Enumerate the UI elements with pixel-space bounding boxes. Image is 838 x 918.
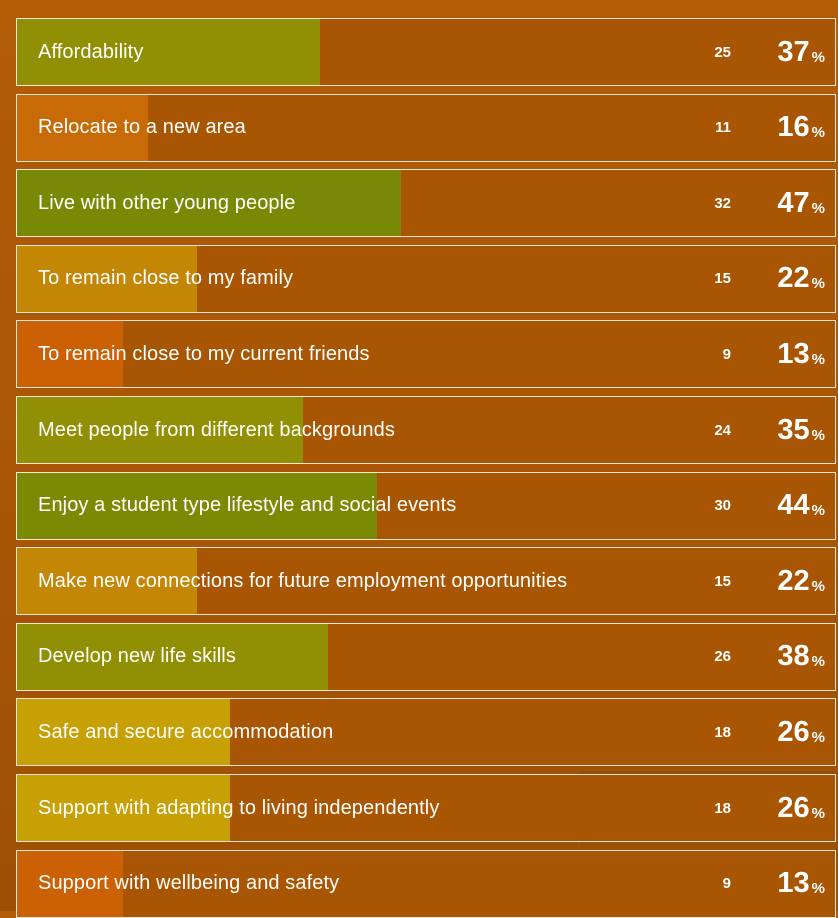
bar [17,548,197,615]
percentage-label: 22% [777,548,825,614]
percentage-sign: % [811,48,825,66]
percentage-sign: % [811,426,825,444]
percentage-label: 22% [777,246,825,312]
percentage-value: 22 [777,262,810,295]
count-label: 9 [722,875,731,893]
percentage-sign: % [811,728,825,746]
count-label: 25 [714,43,731,61]
chart-row: Affordability 25 37% [16,18,836,86]
category-label: Make new connections for future employme… [38,569,568,592]
percentage-label: 26% [777,775,825,841]
percentage-label: 26% [777,699,825,765]
chart-row: Enjoy a student type lifestyle and socia… [16,471,836,540]
percentage-sign: % [811,199,825,217]
count-label: 9 [722,345,731,363]
bar [17,850,124,917]
percentage-sign: % [811,653,825,671]
percentage-sign: % [811,502,825,520]
bar [17,321,124,388]
survey-results-chart: Affordability 25 37% Relocate to a new area… [16,18,838,918]
count-label: 15 [714,270,731,288]
category-label: Affordability [38,40,144,63]
percentage-label: 16% [777,95,825,161]
bar [17,397,304,463]
count-label: 32 [714,194,731,212]
bar [17,699,230,766]
chart-row: To remain close to my family 15 22% [16,244,836,313]
percentage-value: 26 [777,715,810,748]
percentage-label: 38% [777,624,825,690]
category-label: Develop new life skills [38,645,236,668]
percentage-sign: % [811,350,825,368]
percentage-value: 37 [777,35,810,68]
percentage-value: 26 [777,791,810,824]
percentage-label: 37% [777,19,825,85]
percentage-label: 35% [777,397,825,463]
percentage-label: 13% [777,851,825,917]
percentage-sign: % [811,275,825,293]
chart-row: Safe and secure accommodation 18 26% [16,698,836,767]
category-label: Enjoy a student type lifestyle and socia… [38,494,457,517]
count-label: 30 [714,497,731,515]
percentage-label: 47% [777,170,825,236]
count-label: 24 [714,421,731,439]
category-label: Relocate to a new area [38,116,246,139]
category-label: Meet people from different backgrounds [38,418,395,441]
chart-row: Support with adapting to living independ… [16,774,836,842]
chart-row: Relocate to a new area 11 16% [16,93,836,162]
percentage-value: 44 [777,489,810,522]
percentage-value: 16 [777,111,810,144]
percentage-sign: % [811,880,825,898]
percentage-label: 13% [777,321,825,387]
bar [17,472,377,539]
percentage-value: 13 [777,337,810,370]
category-label: Support with adapting to living independ… [38,796,440,819]
count-label: 18 [714,723,731,741]
count-label: 15 [714,572,731,590]
percentage-value: 13 [777,867,810,900]
percentage-sign: % [811,577,825,595]
chart-row: To remain close to my current friends 9 13… [16,320,836,389]
category-label: Live with other young people [38,191,296,214]
chart-row: Live with other young people 32 47% [16,169,836,238]
category-label: To remain close to my current friends [38,342,370,365]
bar [17,245,197,312]
percentage-value: 22 [777,564,810,597]
count-label: 11 [715,119,731,137]
bar [17,623,328,690]
chart-row: Develop new life skills 26 38% [16,622,836,691]
percentage-value: 35 [777,413,810,446]
percentage-value: 47 [777,186,810,219]
bar [17,19,320,85]
count-label: 26 [714,648,731,666]
percentage-value: 38 [777,640,810,673]
chart-row: Make new connections for future employme… [16,547,836,616]
percentage-label: 44% [777,473,825,539]
chart-row: Support with wellbeing and safety 9 13% [16,849,836,918]
bar [17,170,402,237]
count-label: 18 [714,799,731,817]
bar [17,775,230,841]
percentage-sign: % [811,124,825,142]
category-label: Support with wellbeing and safety [38,872,340,895]
chart-row: Meet people from different backgrounds 24… [16,396,836,464]
category-label: To remain close to my family [38,267,294,290]
percentage-sign: % [811,804,825,822]
bar [17,94,148,161]
category-label: Safe and secure accommodation [38,720,334,743]
